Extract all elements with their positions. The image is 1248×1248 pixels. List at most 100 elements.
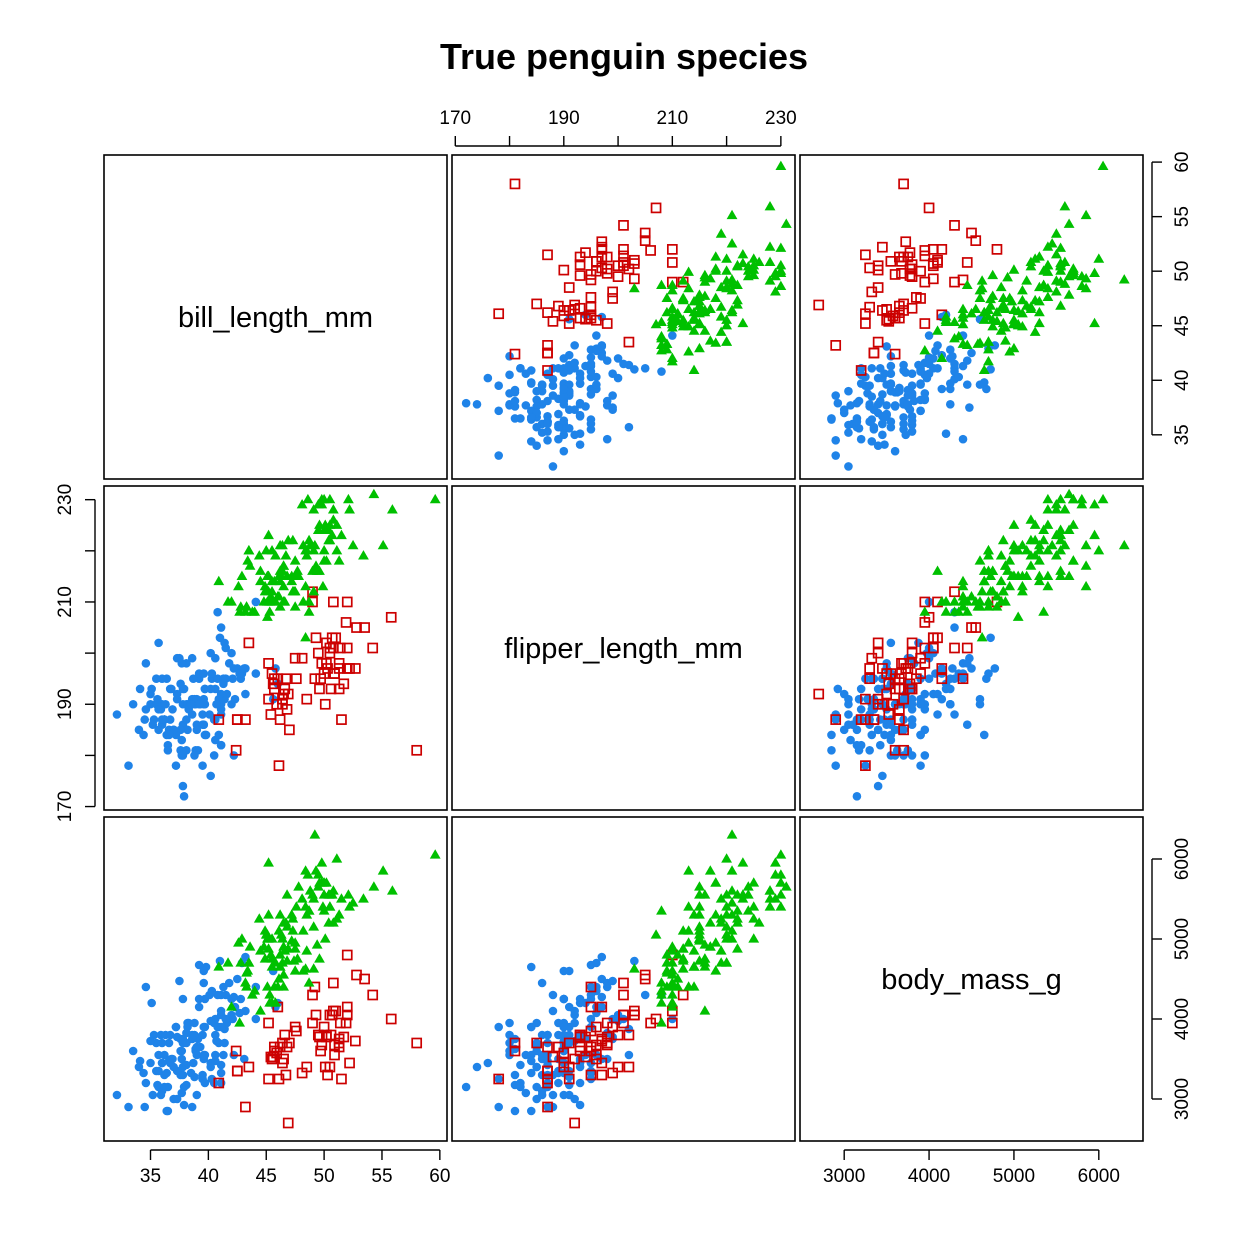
data-point-circle xyxy=(570,1006,579,1016)
data-point-circle xyxy=(233,974,242,984)
data-point-circle xyxy=(559,1030,569,1040)
data-point-triangle xyxy=(726,897,738,907)
data-point-triangle xyxy=(316,498,328,509)
data-point-circle xyxy=(229,664,239,673)
data-point-square xyxy=(341,1009,353,1021)
diagonal-label-bill-length-mm: bill_length_mm xyxy=(178,302,373,334)
data-point-square xyxy=(596,241,608,253)
data-point-triangle xyxy=(308,504,320,514)
data-point-square xyxy=(872,336,884,348)
data-point-circle xyxy=(532,386,541,396)
data-point-square xyxy=(883,709,895,720)
data-point-circle xyxy=(846,401,855,410)
data-point-triangle xyxy=(1006,570,1018,580)
data-point-circle xyxy=(933,363,942,373)
data-point-triangle xyxy=(316,857,328,867)
data-point-square xyxy=(618,977,629,989)
data-point-square xyxy=(341,1001,353,1013)
data-point-circle xyxy=(916,406,925,416)
y-tick-label: 50 xyxy=(1172,261,1193,282)
data-point-square xyxy=(991,244,1003,255)
data-point-square xyxy=(949,642,960,654)
data-point-square xyxy=(321,1031,332,1043)
data-point-circle xyxy=(882,401,891,410)
data-point-square xyxy=(666,257,678,268)
data-point-circle xyxy=(537,978,547,988)
data-point-triangle xyxy=(331,545,343,555)
data-point-circle xyxy=(865,745,874,755)
data-point-square xyxy=(338,1031,350,1043)
data-point-triangle xyxy=(661,292,673,303)
data-point-circle xyxy=(200,1050,210,1060)
data-point-circle xyxy=(839,405,849,415)
data-point-circle xyxy=(176,1046,185,1056)
data-point-square xyxy=(574,259,586,270)
data-point-triangle xyxy=(688,295,700,306)
data-point-triangle xyxy=(656,1017,667,1027)
data-point-square xyxy=(301,693,313,705)
data-point-triangle xyxy=(726,209,738,220)
data-point-square xyxy=(830,340,842,351)
data-point-square xyxy=(650,202,662,214)
data-point-square xyxy=(344,663,355,674)
data-point-circle xyxy=(526,1056,536,1066)
data-point-triangle xyxy=(1067,555,1079,565)
data-point-triangle xyxy=(263,909,274,919)
data-point-circle xyxy=(216,623,226,632)
data-point-triangle xyxy=(1080,539,1092,550)
data-point-circle xyxy=(907,416,917,425)
data-point-triangle xyxy=(764,275,776,285)
data-point-triangle xyxy=(1033,539,1045,550)
data-point-circle xyxy=(192,725,202,735)
data-point-circle xyxy=(221,674,231,683)
data-point-square xyxy=(629,273,640,285)
data-point-triangle xyxy=(748,913,760,923)
data-point-circle xyxy=(570,358,579,368)
data-point-square xyxy=(385,611,397,623)
data-point-circle xyxy=(844,428,853,437)
data-point-square xyxy=(894,673,905,685)
data-point-circle xyxy=(206,1062,215,1072)
data-point-square xyxy=(949,276,960,288)
data-point-square xyxy=(322,1069,333,1081)
data-point-square xyxy=(263,1073,274,1085)
data-point-circle xyxy=(886,379,896,388)
data-point-circle xyxy=(867,363,877,373)
data-point-circle xyxy=(950,623,959,632)
data-point-triangle xyxy=(940,606,952,616)
data-point-triangle xyxy=(1004,555,1016,565)
data-point-circle xyxy=(564,423,574,433)
data-point-triangle xyxy=(683,937,695,947)
data-point-triangle xyxy=(1093,253,1105,263)
data-point-circle xyxy=(867,730,877,740)
data-point-square xyxy=(596,236,608,248)
data-point-triangle xyxy=(301,945,313,955)
data-point-square xyxy=(509,348,521,360)
data-point-circle xyxy=(212,1036,221,1046)
data-point-triangle xyxy=(672,309,684,319)
data-point-triangle xyxy=(976,585,988,596)
data-point-triangle xyxy=(222,596,234,606)
data-point-square xyxy=(666,244,678,255)
data-point-circle xyxy=(537,380,547,389)
data-point-triangle xyxy=(985,300,996,310)
data-point-square xyxy=(618,989,629,1001)
data-point-triangle xyxy=(764,885,776,895)
data-point-square xyxy=(328,596,339,608)
data-point-triangle xyxy=(303,606,315,616)
data-point-circle xyxy=(575,440,585,449)
data-point-triangle xyxy=(721,921,732,931)
data-point-square xyxy=(607,293,618,304)
data-point-triangle xyxy=(1097,160,1109,171)
x-tick-label: 5000 xyxy=(993,1166,1035,1187)
data-point-circle xyxy=(207,986,217,996)
data-point-circle xyxy=(168,705,177,714)
data-point-circle xyxy=(844,420,853,430)
data-point-square xyxy=(868,347,880,359)
data-point-circle xyxy=(543,1056,552,1066)
data-point-triangle xyxy=(683,346,695,356)
data-point-triangle xyxy=(976,275,988,285)
data-point-circle xyxy=(619,359,628,369)
data-point-triangle xyxy=(244,560,256,570)
data-point-circle xyxy=(537,1090,547,1100)
